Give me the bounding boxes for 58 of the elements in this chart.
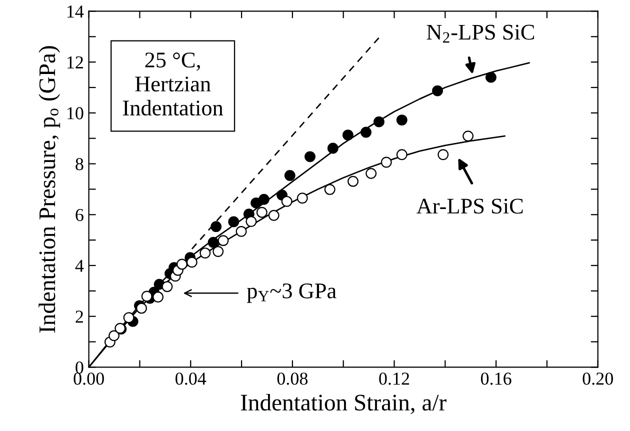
point: [462, 130, 474, 142]
point: [380, 156, 392, 168]
point: [218, 235, 229, 246]
point: [256, 206, 268, 218]
point: [281, 196, 292, 207]
x-tick-label: 0.04: [176, 372, 206, 385]
y-tick-label: 0: [76, 361, 84, 374]
y-tick-label: 6: [76, 208, 84, 222]
point: [246, 216, 257, 227]
point: [327, 142, 338, 154]
point: [250, 197, 262, 208]
annotation: 25 °C, Hertzian Indentation: [123, 52, 224, 116]
point: [108, 330, 120, 342]
point: [360, 126, 372, 138]
point: [268, 210, 280, 221]
point: [258, 194, 270, 205]
point: [284, 170, 296, 181]
point: [366, 168, 377, 179]
point: [342, 130, 354, 141]
point: [186, 256, 198, 268]
y-tick-label: 10: [68, 107, 84, 120]
point: [324, 184, 336, 195]
point: [141, 290, 152, 302]
point: [123, 312, 134, 324]
y-tick-label: 14: [68, 6, 84, 18]
x-tick-label: 0.12: [379, 372, 410, 385]
point: [374, 116, 384, 128]
y-axis-title: Indentation Pressure, p$_{o}$ (GPa): [38, 46, 60, 333]
point: [210, 221, 222, 232]
point: [486, 72, 496, 83]
x-axis-title: Indentation Strain, a/r: [240, 394, 446, 414]
point: [296, 192, 308, 204]
point: [228, 216, 240, 228]
x-tick-label: 0.20: [582, 372, 613, 385]
x-tick-label: 0.08: [277, 372, 308, 385]
y-tick-label: 2: [76, 310, 83, 323]
y-tick-label: 4: [75, 260, 84, 272]
point: [396, 149, 408, 160]
point: [162, 281, 173, 292]
x-tick-label: 0.00: [74, 372, 104, 385]
point: [348, 176, 358, 187]
point: [200, 248, 211, 258]
y-tick-label: 12: [68, 56, 83, 68]
point: [304, 151, 316, 162]
point: [396, 114, 408, 126]
point: [212, 246, 224, 257]
point: [236, 226, 247, 237]
x-tick-label: 0.16: [480, 372, 512, 385]
point: [438, 149, 449, 160]
y-tick-label: 8: [76, 158, 84, 170]
point: [208, 236, 219, 248]
point: [152, 292, 164, 302]
annotation: Ar-LPS SiC: [416, 198, 523, 214]
point: [432, 85, 443, 96]
point: [136, 302, 147, 314]
annotation: p$_{Y}$~3 GPa: [246, 283, 336, 303]
annotation: N$_{2}$-LPS SiC: [426, 24, 534, 43]
point: [176, 258, 188, 270]
